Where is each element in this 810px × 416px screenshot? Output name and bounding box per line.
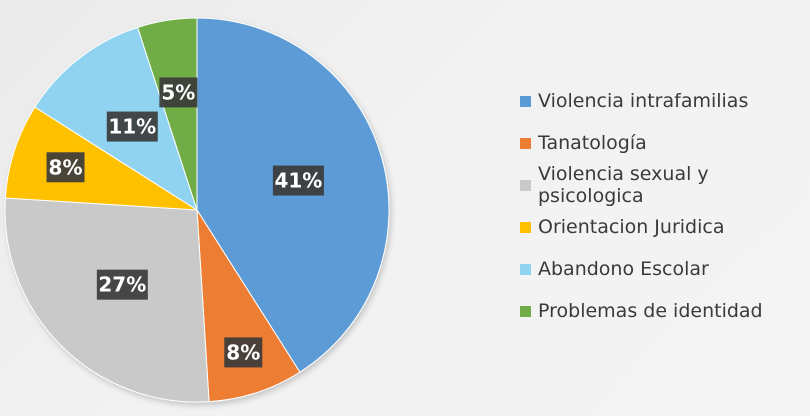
legend-item-0: Violencia intrafamilias xyxy=(520,80,810,122)
legend-swatch-3 xyxy=(520,221,531,233)
pie-slice-5 xyxy=(137,17,198,211)
data-label-text-1: 8% xyxy=(226,340,260,364)
legend-item-4: Abandono Escolar xyxy=(520,248,810,290)
legend-label-2: Violencia sexual y psicologica xyxy=(538,163,709,207)
legend-swatch-4 xyxy=(520,263,531,275)
data-label-box-1 xyxy=(224,337,263,368)
legend-label-3: Orientacion Juridica xyxy=(538,216,725,238)
legend-item-1: Tanatología xyxy=(520,122,810,164)
data-label-1: 8% xyxy=(224,337,263,368)
pie-slice-2 xyxy=(4,197,210,403)
data-label-text-4: 11% xyxy=(108,115,156,139)
legend-item-5: Problemas de identidad xyxy=(520,290,810,332)
data-label-0: 41% xyxy=(272,165,324,196)
data-label-2: 27% xyxy=(96,269,148,300)
legend-swatch-1 xyxy=(520,137,531,149)
data-label-4: 11% xyxy=(106,111,158,142)
pie-slice-3 xyxy=(4,106,198,211)
legend-item-2: Violencia sexual y psicologica xyxy=(520,163,810,207)
chart-legend: Violencia intrafamilias Tanatología Violen… xyxy=(520,80,810,332)
legend-swatch-0 xyxy=(520,95,531,107)
pie-slice-1 xyxy=(196,209,301,403)
data-label-box-5 xyxy=(159,77,198,108)
data-label-box-2 xyxy=(96,269,148,300)
legend-label-4: Abandono Escolar xyxy=(538,258,709,280)
data-label-5: 5% xyxy=(159,77,198,108)
legend-swatch-2 xyxy=(520,179,531,191)
legend-item-3: Orientacion Juridica xyxy=(520,206,810,248)
legend-label-1: Tanatología xyxy=(538,132,647,154)
legend-swatch-5 xyxy=(520,305,531,317)
data-label-box-0 xyxy=(272,165,324,196)
data-label-3: 8% xyxy=(46,152,85,183)
data-label-text-5: 5% xyxy=(161,80,195,104)
data-label-text-2: 27% xyxy=(98,273,146,297)
data-label-text-0: 41% xyxy=(274,169,322,193)
legend-label-0: Violencia intrafamilias xyxy=(538,90,749,112)
data-label-box-3 xyxy=(46,152,85,183)
data-label-box-4 xyxy=(106,111,158,142)
data-label-text-3: 8% xyxy=(49,155,83,179)
legend-label-5: Problemas de identidad xyxy=(538,300,763,322)
